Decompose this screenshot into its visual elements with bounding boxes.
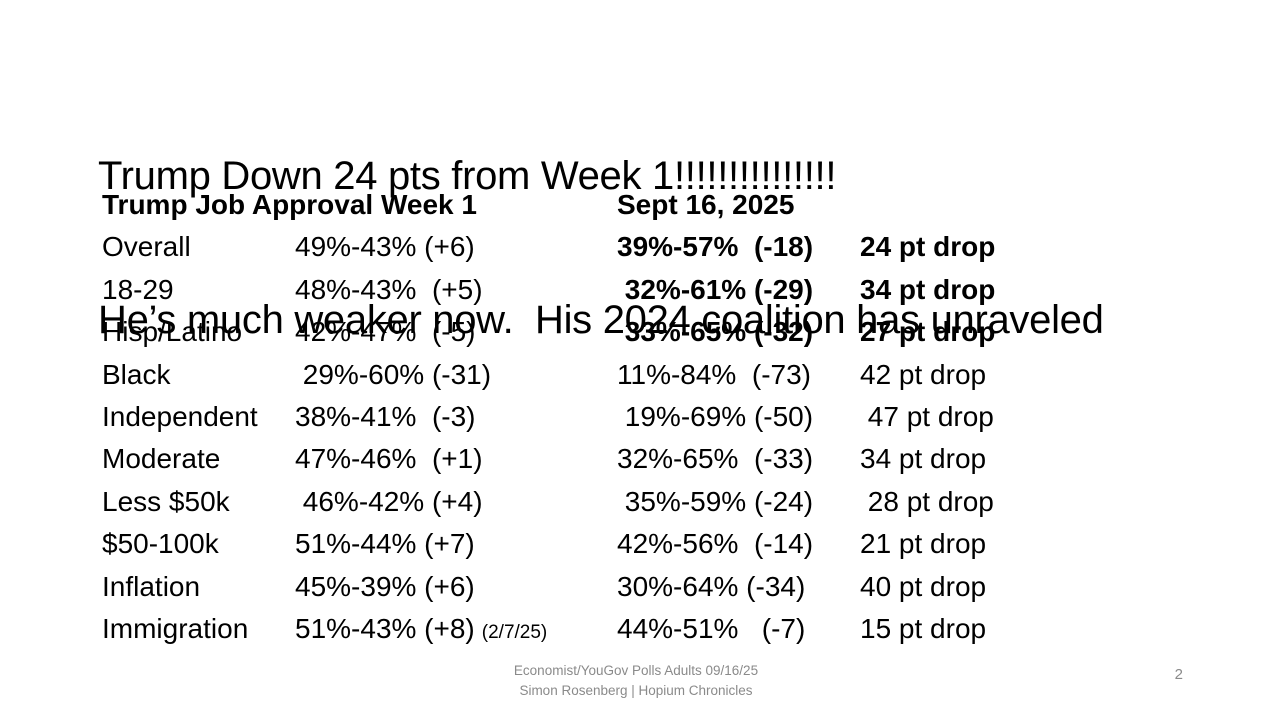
row-drop: 21 pt drop (860, 528, 987, 560)
row-drop: 15 pt drop (860, 612, 987, 644)
row-week1-cell: 51%-44% (+7) (295, 528, 617, 560)
header-sept-date: Sept 16, 2025 (617, 189, 795, 220)
row-sept-value: 32%-61% (-29) (617, 273, 814, 305)
row-category: 18-29 (102, 273, 174, 305)
table-header-row: Trump Job Approval Week 1 Sept 16, 2025 (102, 189, 995, 231)
header-week1: Trump Job Approval Week 1 (102, 189, 477, 220)
row-category: Moderate (102, 443, 221, 475)
row-drop: 24 pt drop (860, 231, 996, 263)
week1-value: 51%-44% (+7) (295, 528, 475, 560)
row-drop: 34 pt drop (860, 273, 996, 305)
week1-value: 46%-42% (+4) (295, 485, 483, 517)
row-drop: 47 pt drop (860, 400, 994, 432)
footer-source: Economist/YouGov Polls Adults 09/16/25 (513, 663, 759, 678)
table-row: Inflation 45%-39% (+6) 30%-64% (-34) 40 pt … (102, 571, 995, 613)
row-week1-cell: 47%-46% (+1) (295, 443, 617, 475)
week1-value: 47%-46% (+1) (295, 443, 483, 475)
week1-value: 48%-43% (+5) (295, 273, 483, 305)
row-category: Overall (102, 231, 191, 263)
week1-value: 51%-43% (+8) (295, 612, 475, 644)
row-week1-cell: 38%-41% (-3) (295, 401, 617, 433)
table-row: Immigration 51%-43% (+8) (2/7/25) 44%-51% (… (102, 613, 995, 655)
row-drop: 40 pt drop (860, 570, 987, 602)
row-category: Inflation (102, 570, 201, 602)
row-drop: 34 pt drop (860, 443, 987, 475)
title-line-1: Trump Down 24 pts from Week 1!!!!!!!!!!!… (98, 154, 837, 198)
row-drop: 28 pt drop (860, 485, 994, 517)
row-week1-cell: 45%-39% (+6) (295, 571, 617, 603)
row-week1-cell: 29%-60% (-31) (295, 359, 617, 391)
row-sept-value: 33%-65% (-32) (617, 316, 814, 348)
table-row: Black 29%-60% (-31) 11%-84% (-73) 42 pt dr… (102, 359, 995, 401)
row-category: Independent (102, 400, 258, 432)
table-row: Less $50k 46%-42% (+4) 35%-59% (-24) 28 … (102, 486, 995, 528)
table-row: Overall 49%-43% (+6) 39%-57% (-18) 24 pt dr… (102, 231, 995, 273)
row-week1-cell: 46%-42% (+4) (295, 486, 617, 518)
row-sept-value: 11%-84% (-73) (617, 358, 812, 390)
page-number: 2 (1174, 666, 1183, 683)
week1-value: 49%-43% (+6) (295, 231, 475, 263)
row-sept-value: 35%-59% (-24) (617, 485, 814, 517)
table-body: Overall 49%-43% (+6) 39%-57% (-18) 24 pt dr… (102, 231, 995, 655)
row-week1-cell: 42%-47% (-5) (295, 316, 617, 348)
week1-date-note: (2/7/25) (481, 621, 548, 643)
slide-title: Trump Down 24 pts from Week 1!!!!!!!!!!!… (98, 56, 1104, 440)
row-week1-cell: 49%-43% (+6) (295, 231, 617, 263)
week1-value: 45%-39% (+6) (295, 570, 475, 602)
row-category: Less $50k (102, 485, 230, 517)
table-row: Hisp/Latino 42%-47% (-5) 33%-65% (-32) 27 … (102, 316, 995, 358)
table-row: Independent 38%-41% (-3) 19%-69% (-50) 47… (102, 401, 995, 443)
table-row: $50-100k 51%-44% (+7) 42%-56% (-14) 21 pt d… (102, 528, 995, 570)
row-sept-value: 19%-69% (-50) (617, 400, 814, 432)
row-drop: 42 pt drop (860, 358, 987, 390)
slide-footer: Economist/YouGov Polls Adults 09/16/25 S… (0, 661, 1272, 701)
row-category: $50-100k (102, 528, 219, 560)
row-category: Hisp/Latino (102, 316, 243, 348)
row-category: Immigration (102, 612, 249, 644)
footer-author: Simon Rosenberg | Hopium Chronicles (519, 683, 753, 698)
row-week1-cell: 48%-43% (+5) (295, 274, 617, 306)
row-week1-cell: 51%-43% (+8) (2/7/25) (295, 613, 617, 645)
row-sept-value: 30%-64% (-34) (617, 570, 806, 602)
row-sept-value: 39%-57% (-18) (617, 231, 814, 263)
approval-table: Trump Job Approval Week 1 Sept 16, 2025 … (102, 189, 995, 655)
week1-value: 42%-47% (-5) (295, 316, 476, 348)
table-row: 18-29 48%-43% (+5) 32%-61% (-29) 34 pt dro… (102, 274, 995, 316)
title-line-2: He’s much weaker now. His 2024 coalition… (98, 298, 1104, 342)
row-sept-value: 44%-51% (-7) (617, 612, 806, 644)
row-sept-value: 42%-56% (-14) (617, 528, 814, 560)
week1-value: 29%-60% (-31) (295, 358, 492, 390)
table-row: Moderate 47%-46% (+1) 32%-65% (-33) 34 pt d… (102, 443, 995, 485)
row-category: Black (102, 358, 171, 390)
row-sept-value: 32%-65% (-33) (617, 443, 814, 475)
row-drop: 27 pt drop (860, 316, 996, 348)
week1-value: 38%-41% (-3) (295, 400, 476, 432)
